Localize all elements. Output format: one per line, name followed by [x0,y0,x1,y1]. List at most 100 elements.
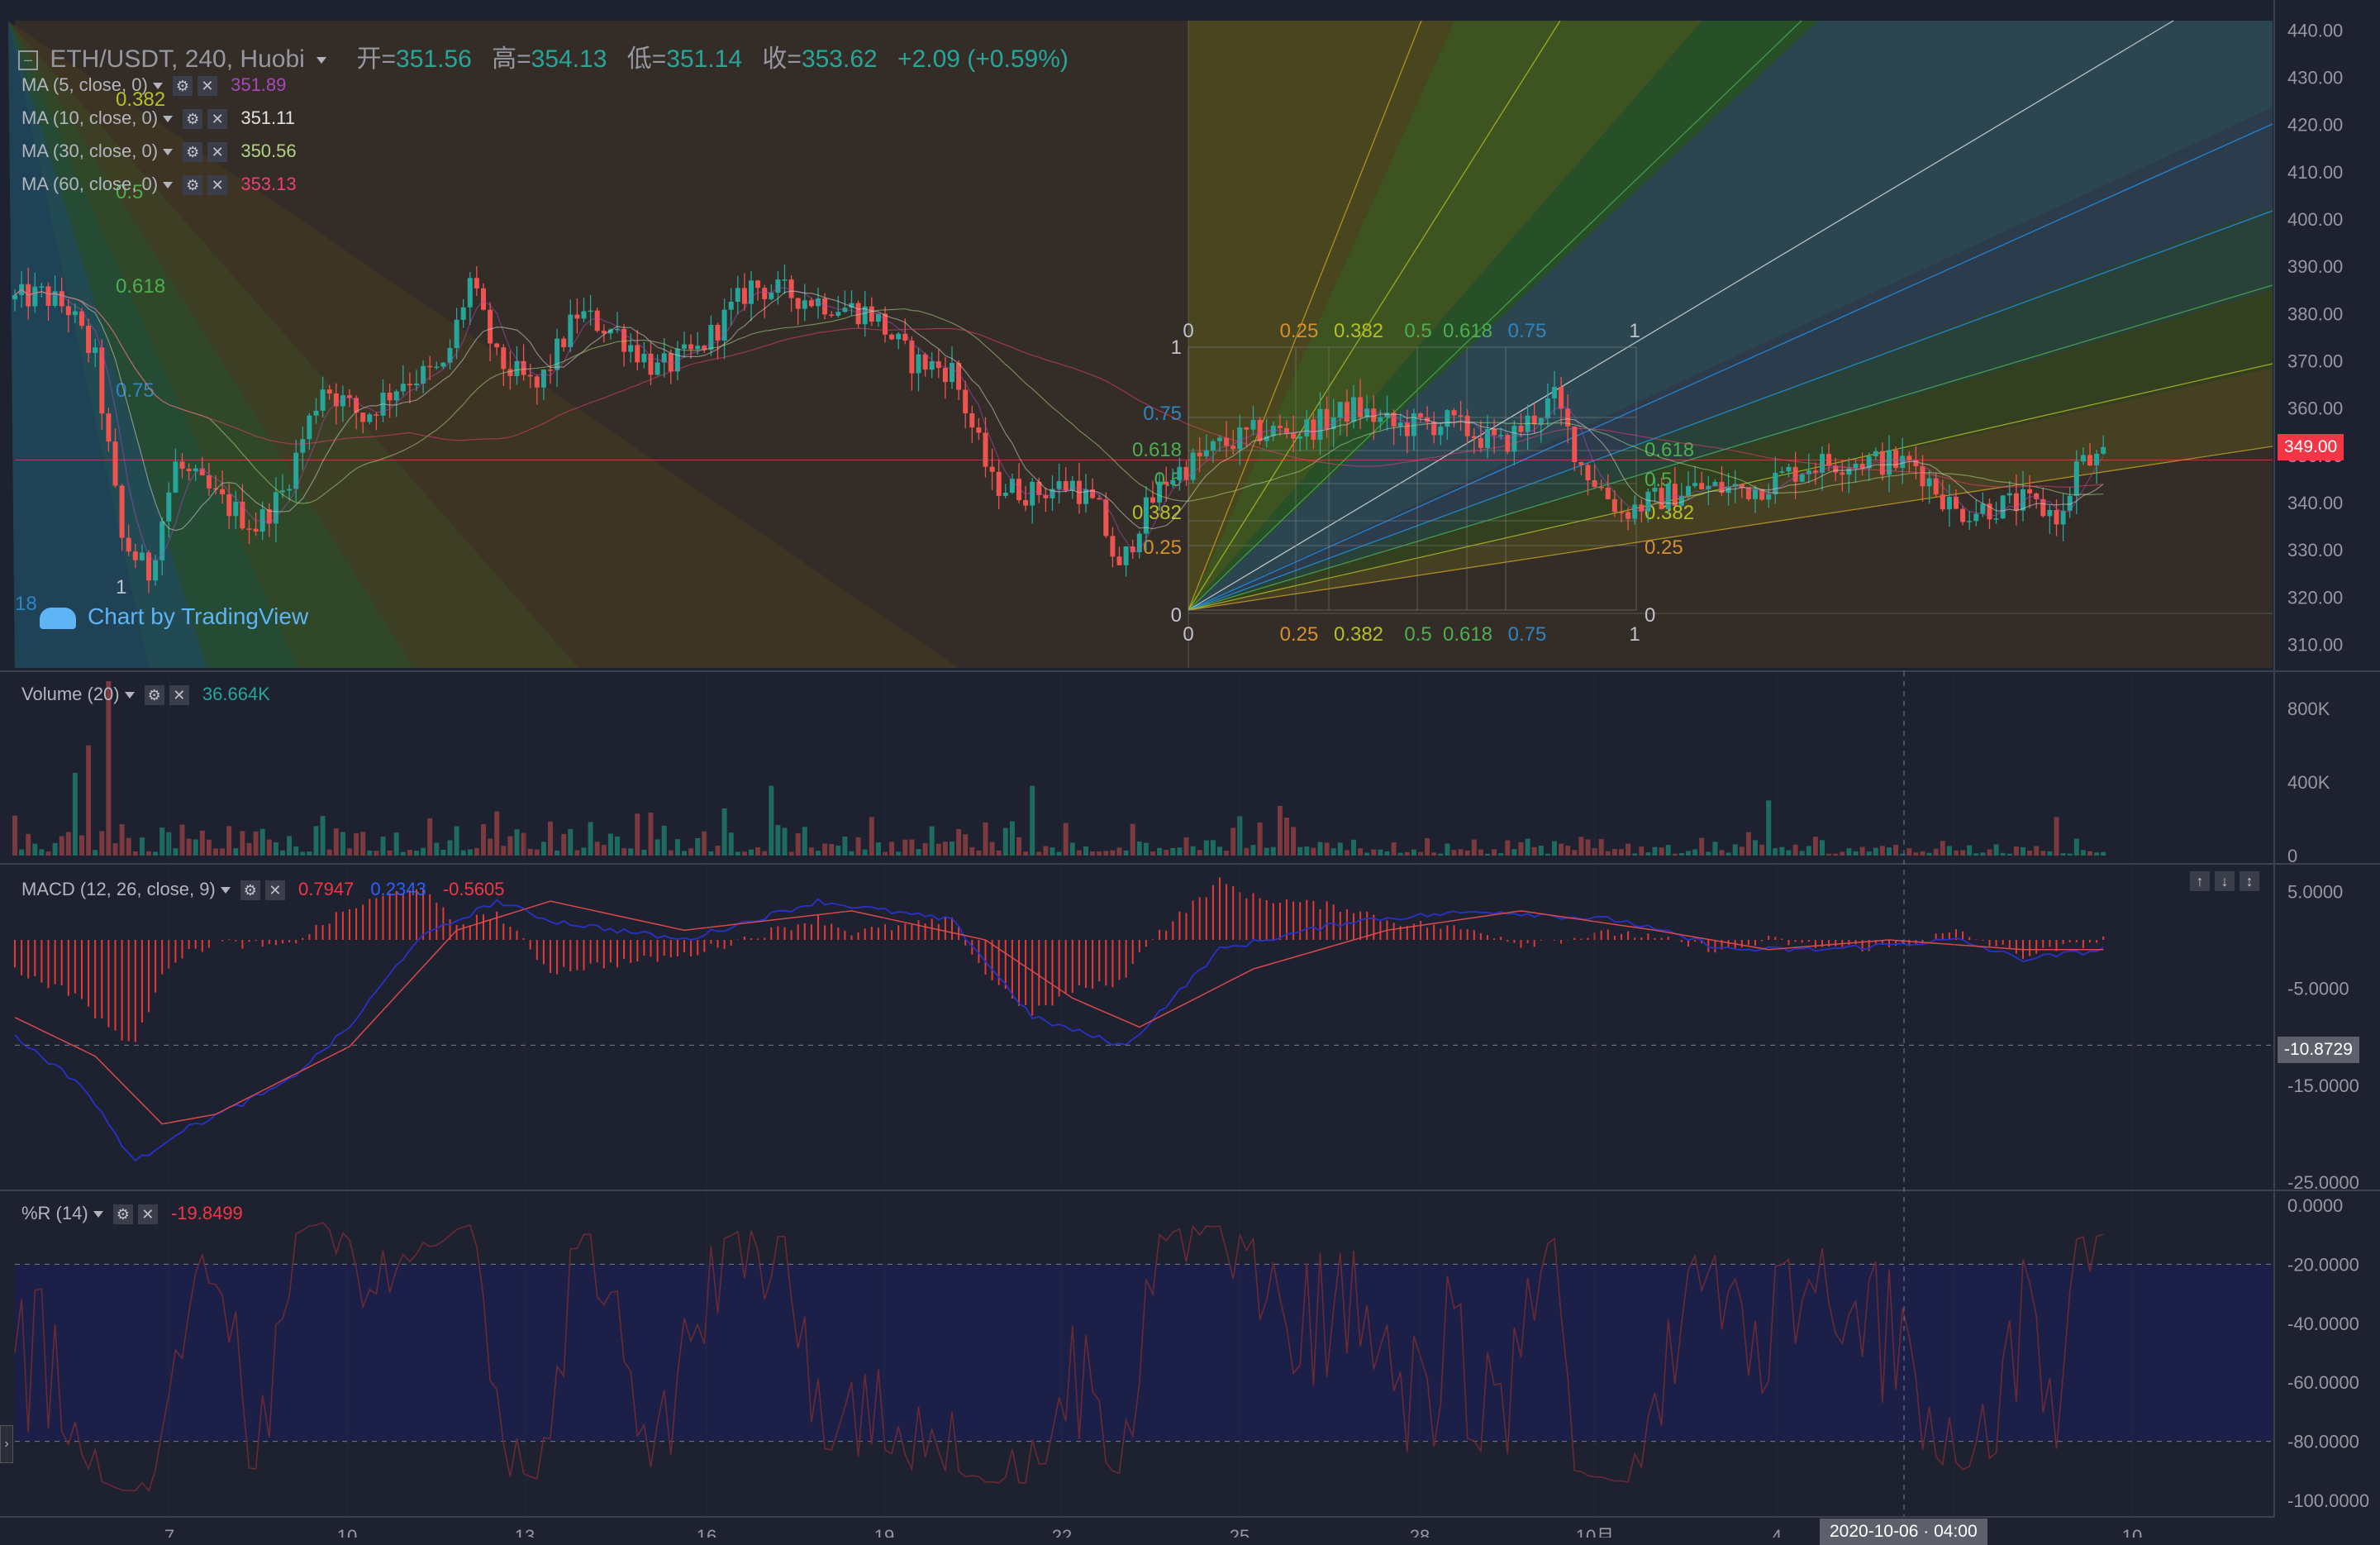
wr-axis-tick: -20.0000 [2287,1254,2359,1275]
volume-bar [72,773,78,856]
settings-icon[interactable]: ⚙ [183,175,203,196]
move-up-icon[interactable]: ↑ [2190,871,2210,891]
volume-bar [2040,851,2046,856]
close-icon[interactable]: ✕ [207,142,228,163]
maximize-icon[interactable]: ↕ [2240,871,2259,891]
collapse-handle-icon[interactable]: › [0,1425,13,1463]
settings-icon[interactable]: ⚙ [240,880,260,901]
candle-body [1686,485,1691,496]
volume-bar [1464,850,1470,856]
dropdown-icon[interactable] [163,182,174,189]
volume-bar [1806,846,1811,856]
candle-body [950,363,954,383]
volume-bar [950,841,954,856]
fib-label-right: 0.25 [1645,536,1683,559]
candle-body [501,347,507,370]
settings-icon[interactable]: ⚙ [112,1204,133,1225]
candle-body [1632,504,1638,519]
macd-pane-title[interactable]: MACD (12, 26, close, 9) ⚙ ✕ 0.7947 0.2343… [21,879,505,901]
candle-body [514,360,520,376]
close-icon[interactable]: ✕ [207,109,228,130]
volume-bar [695,837,701,856]
close-icon[interactable]: ✕ [197,76,217,97]
candle-body [588,310,593,312]
candle-body [400,384,406,392]
high-value: 354.13 [531,45,607,73]
collapse-icon[interactable]: – [18,50,38,71]
volume-bar [1330,848,1336,856]
dropdown-icon[interactable] [163,116,174,123]
volume-bar [1244,847,1250,856]
candle-body [749,280,754,304]
candle-body [287,489,293,491]
volume-bar [869,817,874,856]
macd-signal-value: -0.5605 [442,879,505,899]
candle-body [1833,465,1839,473]
candle-body [440,362,446,367]
indicator-ma30[interactable]: MA (30, close, 0) ⚙ ✕ 350.56 [21,141,297,163]
tradingview-logo[interactable]: Chart by TradingView [40,603,308,630]
open-label: 开= [356,45,397,73]
close-icon[interactable]: ✕ [169,685,189,706]
dropdown-icon[interactable] [220,887,231,894]
dropdown-icon[interactable] [93,1211,103,1218]
dropdown-icon[interactable] [152,83,163,90]
volume-bar [1873,847,1878,856]
volume-pane-title[interactable]: Volume (20) ⚙ ✕ 36.664K [21,684,270,706]
settings-icon[interactable]: ⚙ [183,109,203,130]
close-icon[interactable]: ✕ [207,175,228,196]
move-down-icon[interactable]: ↓ [2215,871,2235,891]
time-axis-tick: 16 [697,1526,716,1538]
candle-body [607,329,613,334]
volume-bar [802,827,807,856]
volume-bar [1257,822,1263,856]
indicator-ma5[interactable]: MA (5, close, 0) ⚙ ✕ 351.89 [21,74,286,97]
close-icon[interactable]: ✕ [137,1204,158,1225]
candle-body [159,521,165,560]
candle-body [1699,483,1705,489]
candle-body [300,439,306,453]
volume-bar [1686,851,1691,856]
dropdown-icon[interactable] [317,57,327,64]
volume-bar [1692,849,1698,856]
candle-body [1498,435,1504,436]
candle-body [93,347,98,354]
fib-fan-line [1188,20,1422,611]
price-axis-tick: 340.00 [2287,493,2343,513]
fib-fan-line [1188,284,2273,611]
candle-body [186,469,192,471]
volume-bar [1632,853,1638,856]
volume-bar [788,851,794,856]
close-icon[interactable]: ✕ [264,880,285,901]
settings-icon[interactable]: ⚙ [183,142,203,163]
volume-bar [1699,837,1705,856]
volume-bar [474,847,479,856]
price-axis-tick: 400.00 [2287,209,2343,230]
indicator-ma60[interactable]: MA (60, close, 0) ⚙ ✕ 353.13 [21,174,297,196]
candle-body [808,300,814,307]
volume-bar [347,848,352,856]
dropdown-icon[interactable] [124,692,135,699]
volume-bar [1197,850,1202,856]
candle-body [1210,441,1216,451]
symbol-title[interactable]: ETH/USDT, 240, Huobi [50,45,305,73]
price-axis-tick: 420.00 [2287,115,2343,136]
candle-body [226,494,232,517]
candle-body [695,346,701,350]
wr-pane-title[interactable]: %R (14) ⚙ ✕ -19.8499 [21,1203,243,1225]
volume-bar [106,680,112,856]
candle-body [414,384,419,386]
volume-bar [360,832,366,856]
settings-icon[interactable]: ⚙ [172,76,193,97]
indicator-ma10[interactable]: MA (10, close, 0) ⚙ ✕ 351.11 [21,107,295,130]
volume-bar [307,851,312,856]
candle-body [1940,494,1945,510]
symbol-legend: – ETH/USDT, 240, Huobi 开=351.56 高=354.13… [18,38,1069,74]
candle-body [481,288,486,310]
volume-bar [521,832,526,856]
dropdown-icon[interactable] [163,149,174,156]
settings-icon[interactable]: ⚙ [144,685,164,706]
candle-body [1164,481,1169,485]
volume-bar [1183,837,1189,856]
